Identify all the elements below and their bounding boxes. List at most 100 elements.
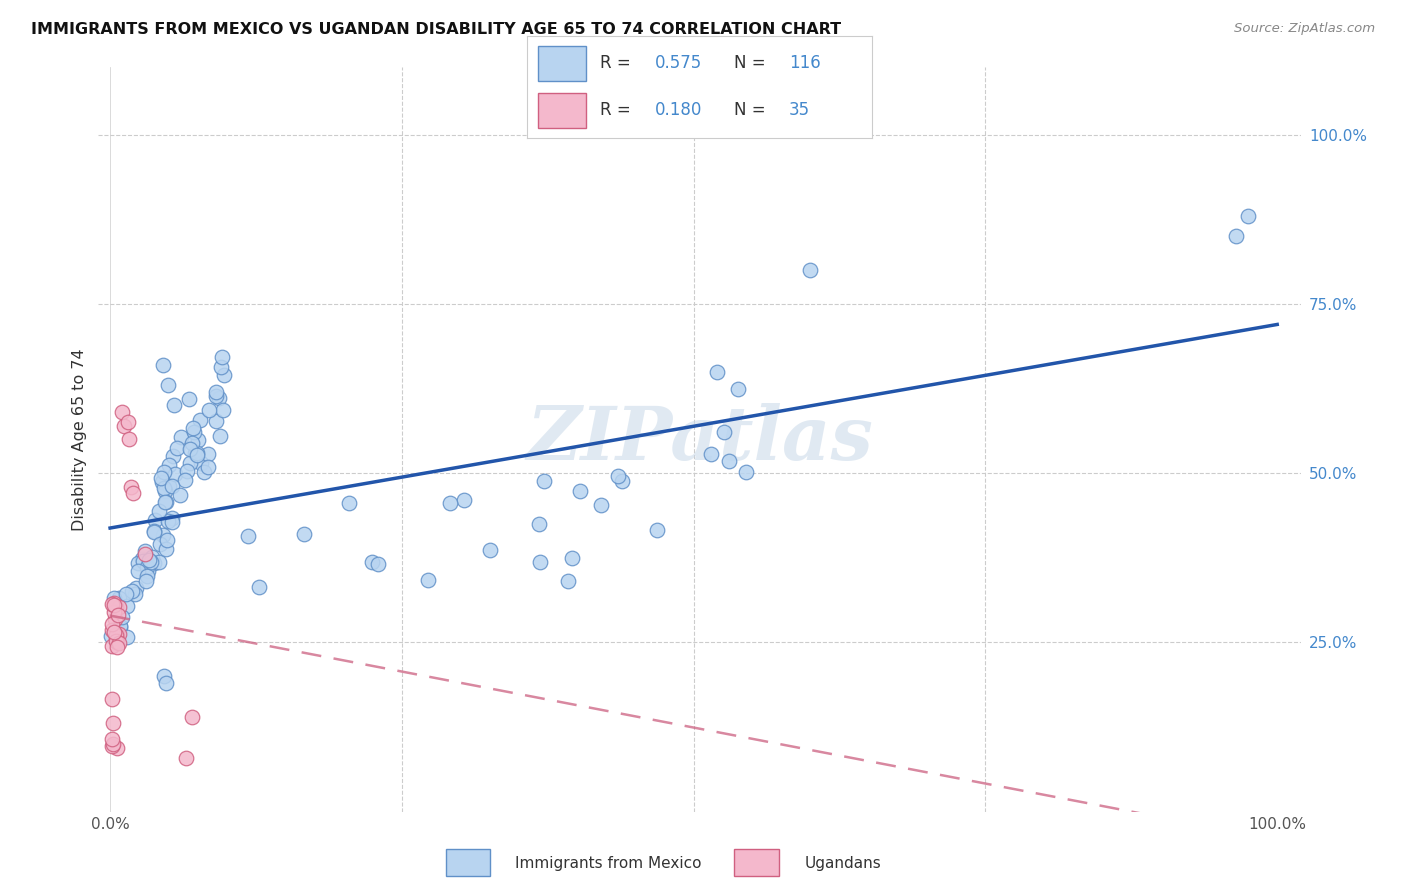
Point [136, 564, 159, 578]
Point [150, 475, 173, 489]
Point [177, 392, 200, 406]
Point [115, 630, 138, 644]
Point [104, 612, 127, 626]
Point [107, 607, 129, 622]
Point [155, 494, 177, 508]
Point [103, 598, 125, 612]
Point [148, 555, 170, 569]
FancyBboxPatch shape [446, 849, 491, 876]
Text: 0.180: 0.180 [655, 101, 702, 119]
Point [100, 623, 122, 637]
Point [107, 634, 129, 648]
Point [561, 550, 583, 565]
Point [211, 351, 233, 365]
Point [152, 527, 174, 541]
Point [799, 263, 821, 277]
Point [149, 471, 172, 485]
Point [101, 737, 124, 751]
Text: IMMIGRANTS FROM MEXICO VS UGANDAN DISABILITY AGE 65 TO 74 CORRELATION CHART: IMMIGRANTS FROM MEXICO VS UGANDAN DISABI… [31, 22, 841, 37]
Point [105, 634, 128, 648]
Point [713, 425, 735, 439]
Point [117, 416, 139, 430]
Point [157, 479, 180, 493]
Point [214, 368, 236, 382]
Point [211, 403, 233, 417]
Point [160, 479, 183, 493]
Point [111, 610, 134, 624]
Point [479, 543, 502, 558]
Point [197, 460, 219, 475]
Point [132, 554, 155, 568]
Point [160, 510, 183, 524]
Point [108, 620, 131, 634]
Point [236, 529, 259, 543]
Point [188, 413, 211, 427]
Point [136, 569, 159, 583]
Point [162, 450, 184, 464]
Text: ZIPatlas: ZIPatlas [526, 403, 873, 475]
Point [101, 597, 124, 611]
Point [184, 446, 207, 460]
Point [141, 550, 163, 565]
Point [247, 581, 270, 595]
Point [527, 516, 550, 531]
Point [100, 640, 122, 654]
Point [568, 483, 591, 498]
Point [208, 391, 231, 405]
Point [135, 574, 157, 589]
Point [143, 557, 166, 571]
Point [120, 480, 142, 494]
Point [186, 445, 208, 459]
Point [557, 574, 579, 589]
Point [115, 599, 138, 613]
Point [198, 402, 221, 417]
Point [143, 513, 166, 527]
Point [136, 559, 159, 574]
Point [148, 504, 170, 518]
Point [1225, 229, 1247, 244]
Point [104, 631, 127, 645]
Point [118, 433, 141, 447]
Point [589, 498, 612, 512]
Point [533, 475, 555, 489]
Point [155, 483, 177, 498]
Text: Source: ZipAtlas.com: Source: ZipAtlas.com [1234, 22, 1375, 36]
Point [155, 676, 177, 690]
Point [180, 436, 202, 450]
Point [717, 454, 740, 468]
Point [186, 448, 208, 462]
Point [166, 441, 188, 455]
Point [337, 496, 360, 510]
Point [439, 496, 461, 510]
Point [139, 555, 162, 569]
Point [155, 542, 177, 557]
Point [156, 533, 179, 547]
Text: R =: R = [599, 54, 636, 72]
Point [107, 626, 129, 640]
Point [209, 359, 232, 374]
Point [179, 442, 201, 456]
Point [104, 628, 127, 642]
Point [101, 716, 124, 731]
Point [100, 629, 122, 643]
Point [105, 640, 128, 655]
Point [727, 382, 749, 396]
Point [367, 557, 389, 571]
Point [645, 523, 668, 537]
Point [197, 447, 219, 461]
Point [169, 488, 191, 502]
Point [163, 399, 186, 413]
Text: N =: N = [734, 54, 770, 72]
Point [153, 495, 176, 509]
Point [152, 465, 174, 479]
Point [138, 553, 160, 567]
Point [112, 418, 135, 433]
Point [105, 741, 128, 756]
FancyBboxPatch shape [537, 46, 586, 81]
Point [101, 739, 124, 753]
Point [205, 389, 228, 403]
Point [181, 421, 204, 435]
Point [180, 710, 202, 724]
Y-axis label: Disability Age 65 to 74: Disability Age 65 to 74 [72, 348, 87, 531]
Point [706, 365, 728, 379]
